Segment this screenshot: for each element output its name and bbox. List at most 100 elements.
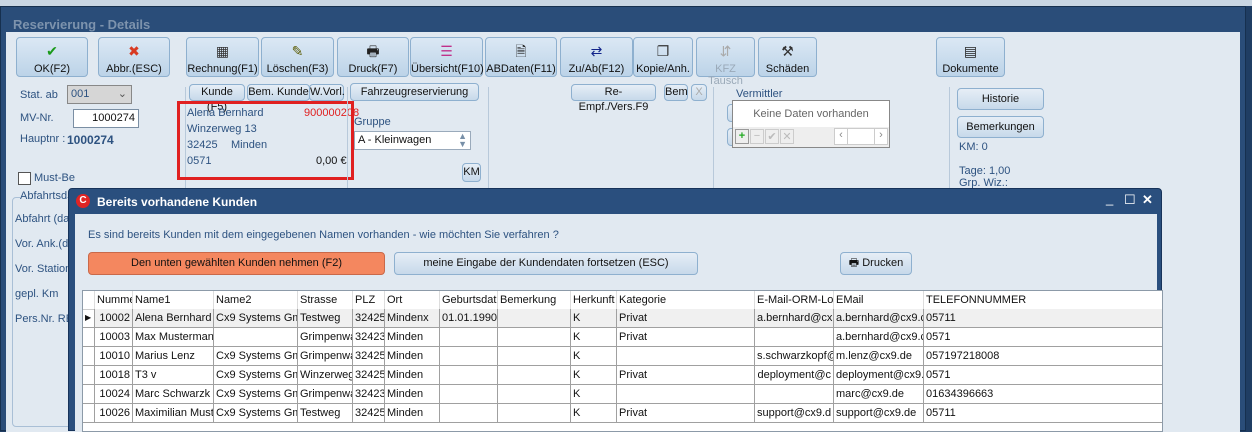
grid-cell: 32423 — [353, 385, 385, 404]
chevron-left-icon[interactable]: ‹ — [834, 128, 848, 145]
column-header[interactable]: Bemerkung — [498, 291, 571, 310]
button-label: OK(F2) — [33, 63, 71, 75]
grid-cell: marc@cx9.de — [834, 385, 924, 404]
grid-cell: 10003 — [95, 328, 133, 347]
grid-cell: deployment@cx9. — [834, 366, 924, 385]
minus-icon[interactable]: − — [750, 129, 764, 144]
minimize-icon[interactable]: _ — [1106, 191, 1114, 206]
column-header[interactable]: TELEFONNUMMER — [924, 291, 1162, 310]
grid-cell — [617, 347, 755, 366]
print-button[interactable]: 🖶 Drucken — [840, 252, 912, 275]
abfahrt-group — [12, 197, 72, 427]
löschen-f3-button[interactable]: ✎ Löschen(F3) — [261, 37, 334, 77]
grid-cell: 32425 — [353, 309, 385, 328]
mv-nr-input[interactable]: 1000274 — [73, 109, 139, 128]
app-logo-icon: C — [76, 194, 90, 208]
chevron-right-icon[interactable]: › — [874, 128, 888, 145]
grid-cell — [440, 328, 498, 347]
grid-cell: 0571 — [924, 366, 1162, 385]
corner-header — [83, 291, 95, 310]
kopie-anh-button[interactable]: ❐ Kopie/Anh. — [633, 37, 693, 77]
row-selector[interactable] — [83, 347, 95, 366]
grid-cell: 32425 — [353, 404, 385, 423]
grid-cell: 32425 — [353, 347, 385, 366]
gruppe-select[interactable]: A - Kleinwagen ▲ ▼ — [354, 131, 471, 150]
check-icon[interactable]: ✔ — [765, 129, 779, 144]
divider — [488, 87, 489, 222]
kfz-tausch-button[interactable]: ⇵ KFZ Tausch — [696, 37, 755, 87]
km-button[interactable]: KM — [462, 163, 481, 182]
column-header[interactable]: Nummer — [95, 291, 133, 310]
column-header[interactable]: E-Mail-ORM-Lo — [755, 291, 834, 310]
row-selector[interactable] — [83, 328, 95, 347]
must-be-label: Must-Be — [34, 172, 75, 184]
grid-cell: 05711 — [924, 309, 1162, 328]
button-label: Kopie/Anh. — [636, 63, 690, 75]
close-tab-button[interactable]: X — [691, 84, 707, 101]
column-header[interactable]: Ort — [385, 291, 440, 310]
grid-cell: Alena Bernhard — [133, 309, 214, 328]
column-header[interactable]: Kategorie — [617, 291, 755, 310]
column-header[interactable]: Strasse — [298, 291, 353, 310]
zu-ab-f12-button[interactable]: ⇄ Zu/Ab(F12) — [560, 37, 633, 77]
take-selected-customer-button[interactable]: Den unten gewählten Kunden nehmen (F2) — [88, 252, 385, 275]
column-header[interactable]: Geburtsdat — [440, 291, 498, 310]
abdaten-f11-button[interactable]: 🗎 ABDaten(F11) — [485, 37, 557, 77]
stat-ab-select[interactable]: 001 ⌄ — [67, 85, 132, 104]
grid-cell: Privat — [617, 366, 755, 385]
maximize-icon[interactable]: ☐ — [1124, 192, 1136, 207]
grid-cell — [498, 385, 571, 404]
vor-station-label: Vor. Station — [15, 263, 72, 275]
rechnung-f1-button[interactable]: ▦ Rechnung(F1) — [186, 37, 259, 77]
spin-arrows-icon: ▲ ▼ — [458, 131, 467, 149]
ok-f2-button[interactable]: ✔ OK(F2) — [16, 37, 88, 77]
background-taskbar — [0, 0, 1252, 6]
column-header[interactable]: PLZ — [353, 291, 385, 310]
column-header[interactable]: Name2 — [214, 291, 298, 310]
row-selector[interactable] — [83, 366, 95, 385]
row-selector[interactable]: ▶ — [83, 309, 95, 328]
plus-icon[interactable]: + — [735, 129, 749, 144]
button-label: Druck(F7) — [348, 63, 398, 75]
tab-w-vorl[interactable]: W.Vorl. — [309, 84, 345, 101]
grid-cell: Privat — [617, 404, 755, 423]
grid-cell — [498, 328, 571, 347]
grid-cell: Minden — [385, 347, 440, 366]
row-selector[interactable] — [83, 404, 95, 423]
tab-bem[interactable]: Bem — [664, 84, 688, 101]
tage-value: Tage: 1,00 — [959, 165, 1011, 177]
bemerkungen-button[interactable]: Bemerkungen — [957, 116, 1044, 138]
gruppe-value: A - Kleinwagen — [358, 134, 432, 146]
grid-cell — [440, 366, 498, 385]
button-label: ABDaten(F11) — [486, 63, 556, 75]
continue-input-button[interactable]: meine Eingabe der Kundendaten fortsetzen… — [394, 252, 698, 275]
abbr-esc-button[interactable]: ✖ Abbr.(ESC) — [98, 37, 170, 77]
tab-fahrzeugreservierung[interactable]: Fahrzeugreservierung — [350, 83, 479, 101]
grid-cell: 10010 — [95, 347, 133, 366]
historie-button[interactable]: Historie — [957, 88, 1044, 110]
km-value: KM: 0 — [959, 141, 988, 153]
button-label: Übersicht(F10) — [411, 63, 484, 75]
tab-re-empf[interactable]: Re-Empf./Vers.F9 — [571, 84, 656, 113]
column-header[interactable]: EMail — [834, 291, 924, 310]
row-selector[interactable] — [83, 385, 95, 404]
abfahrt-group-label: Abfahrtsd — [20, 190, 68, 202]
tab-kunde[interactable]: Kunde (F5) — [189, 84, 245, 113]
customer-street: Winzerweg 13 — [187, 123, 257, 135]
record-input[interactable] — [847, 128, 875, 145]
tab-bem-kunde[interactable]: Bem. Kunde — [247, 84, 310, 101]
grid-cell: Testweg — [298, 404, 353, 423]
grid-cell: K — [571, 404, 617, 423]
grid-cell: Privat — [617, 309, 755, 328]
column-header[interactable]: Herkunft — [571, 291, 617, 310]
close-icon[interactable]: ✕ — [1142, 192, 1153, 207]
customer-grid: NummerName1Name2StrassePLZOrtGeburtsdatB… — [82, 290, 1163, 432]
calculator-icon: ▦ — [215, 43, 230, 59]
column-header[interactable]: Name1 — [133, 291, 214, 310]
schäden-button[interactable]: ⚒ Schäden — [758, 37, 817, 77]
druck-f7-button[interactable]: 🖶 Druck(F7) — [337, 37, 409, 77]
übersicht-f10-button[interactable]: ☰ Übersicht(F10) — [410, 37, 484, 77]
cancel-icon[interactable]: ✕ — [780, 129, 794, 144]
must-be-checkbox[interactable] — [18, 172, 31, 185]
dokumente-button[interactable]: ▤ Dokumente — [936, 37, 1005, 77]
